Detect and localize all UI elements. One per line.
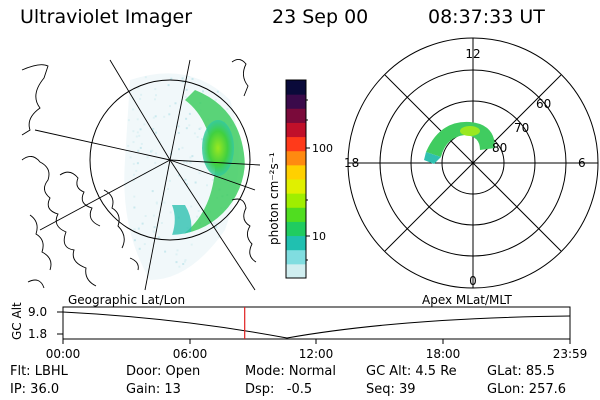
- colorbar-tick-100: 100: [312, 142, 333, 155]
- geographic-grid: [34, 59, 260, 291]
- lat-label-60: 60: [536, 97, 551, 111]
- colorbar-tick-10: 10: [312, 230, 326, 243]
- lat-label-80: 80: [492, 141, 507, 155]
- colorbar: [285, 79, 310, 279]
- colorbar-segment: [286, 249, 306, 265]
- timeline-x-tick-0: 00:00: [46, 347, 81, 361]
- colorbar-segment: [286, 122, 306, 138]
- observation-time: 08:37:33 UT: [428, 6, 545, 28]
- colorbar-segment: [286, 221, 306, 237]
- timeline-y-tick-top: 9.0: [28, 305, 47, 319]
- info-glat: GLat: 85.5: [487, 364, 555, 379]
- mlt-label-right: 6: [578, 156, 586, 170]
- colorbar-segment: [286, 164, 306, 180]
- timeline-right-caption: Apex MLat/MLT: [422, 293, 512, 307]
- instrument-title: Ultraviolet Imager: [20, 6, 193, 28]
- colorbar-segment: [286, 94, 306, 109]
- altitude-curve: [62, 311, 571, 339]
- colorbar-segment: [286, 207, 306, 222]
- info-gc-alt: GC Alt: 4.5 Re: [366, 364, 457, 379]
- observation-date: 23 Sep 00: [272, 6, 369, 28]
- timeline-x-tick-4: 23:59: [553, 347, 588, 361]
- mlt-label-bottom: 0: [469, 274, 477, 288]
- timeline-panel: [57, 306, 571, 344]
- colorbar-segment: [286, 108, 306, 123]
- timeline-x-tick-3: 18:00: [426, 347, 461, 361]
- info-dsp: Dsp: -0.5: [245, 382, 313, 397]
- info-filter: Flt: LBHL: [10, 364, 68, 379]
- colorbar-segment: [286, 136, 306, 152]
- geographic-image: [21, 59, 260, 291]
- colorbar-segment: [286, 193, 306, 208]
- timeline-x-tick-2: 12:00: [299, 347, 334, 361]
- info-door: Door: Open: [126, 364, 201, 379]
- mlt-label-top: 12: [465, 47, 480, 61]
- colorbar-segment: [286, 80, 306, 95]
- polar-mlt-plot: [347, 37, 599, 289]
- info-glon: GLon: 257.6: [487, 382, 567, 397]
- timeline-x-tick-1: 06:00: [173, 347, 208, 361]
- info-gain: Gain: 13: [126, 382, 181, 397]
- colorbar-segment: [286, 235, 306, 251]
- colorbar-unit-label: photon cm⁻²s⁻¹: [267, 152, 281, 245]
- mlt-label-left: 18: [344, 156, 359, 170]
- timeline-y-label: GC Alt: [10, 302, 24, 340]
- colorbar-segment: [286, 263, 306, 279]
- timeline-y-tick-bottom: 1.8: [28, 327, 47, 341]
- polar-aurora: [424, 121, 495, 164]
- lat-label-70: 70: [514, 121, 529, 135]
- info-mode: Mode: Normal: [245, 364, 336, 379]
- timeline-left-caption: Geographic Lat/Lon: [68, 293, 185, 307]
- info-ip: IP: 36.0: [10, 382, 60, 397]
- coastlines: [21, 59, 257, 289]
- colorbar-segment: [286, 179, 306, 194]
- colorbar-segment: [286, 150, 306, 166]
- latitude-circle: [89, 79, 251, 241]
- info-seq: Seq: 39: [366, 382, 416, 397]
